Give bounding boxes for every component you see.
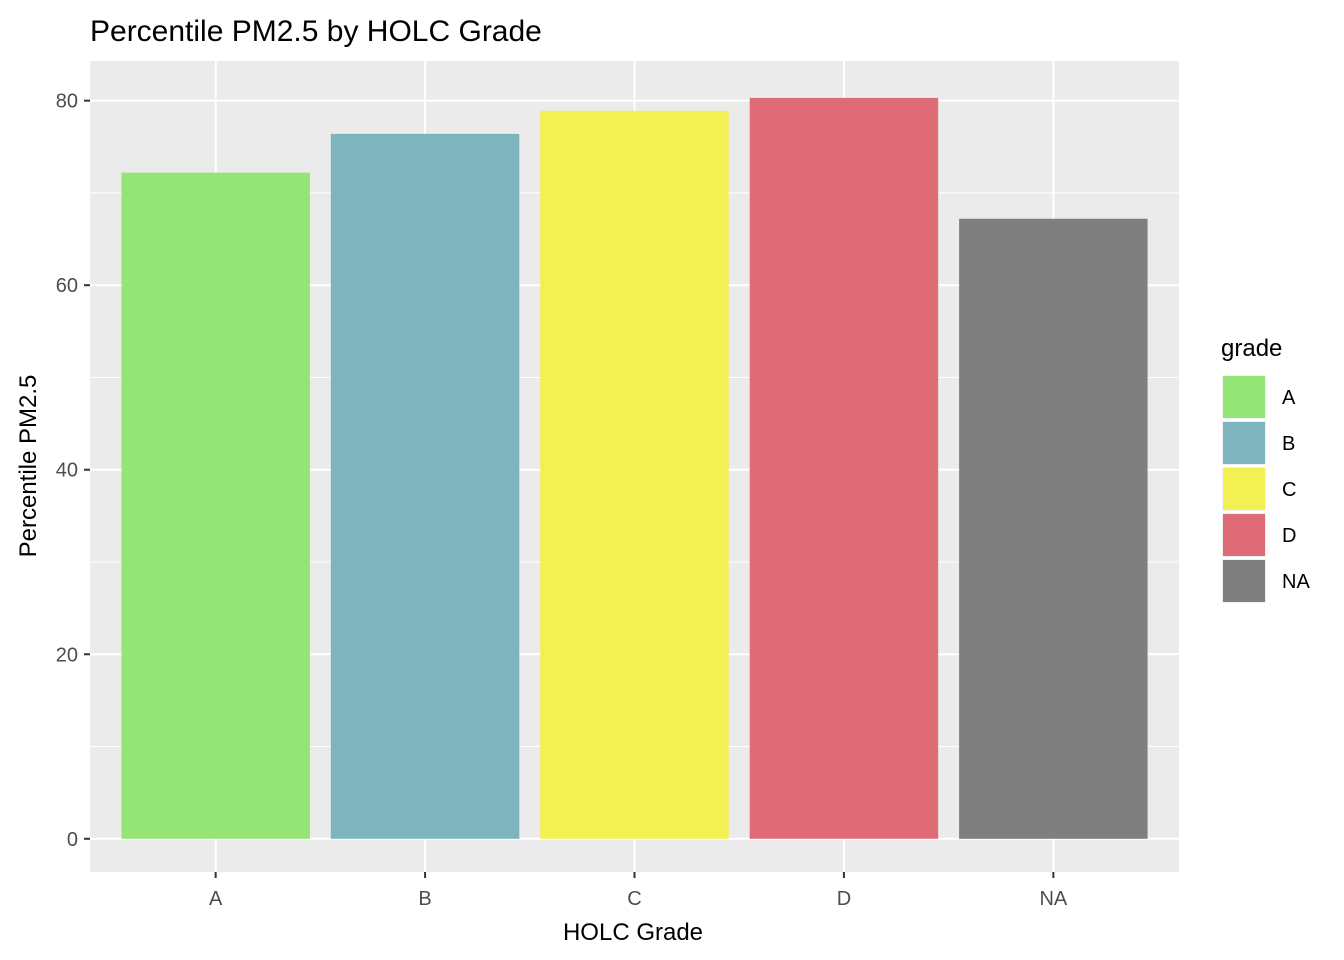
x-tick-label: A — [209, 888, 223, 910]
chart-title: Percentile PM2.5 by HOLC Grade — [90, 15, 542, 48]
bar-b — [330, 133, 520, 839]
x-axis-title: HOLC Grade — [563, 919, 703, 946]
legend-label: C — [1282, 479, 1296, 501]
y-axis-ticks: 0 20 40 60 80 — [56, 91, 90, 851]
y-tick-label: 20 — [56, 644, 78, 666]
y-tick-label: 60 — [56, 275, 78, 297]
legend-label: B — [1282, 433, 1295, 455]
y-axis-title: Percentile PM2.5 — [15, 375, 42, 558]
legend-label: A — [1282, 387, 1296, 409]
legend-swatch-a — [1223, 376, 1265, 418]
bar-na — [959, 218, 1148, 839]
y-tick-label: 80 — [56, 91, 78, 113]
legend-swatch-b — [1223, 422, 1265, 464]
y-tick-label: 40 — [56, 460, 78, 482]
bar-a — [121, 172, 310, 839]
legend-label: NA — [1282, 571, 1310, 593]
x-axis-ticks: A B C D NA — [209, 872, 1068, 910]
legend-swatch-c — [1223, 468, 1265, 510]
x-tick-label: NA — [1039, 888, 1067, 910]
x-tick-label: D — [837, 888, 851, 910]
legend-label: D — [1282, 525, 1296, 547]
bar-c — [540, 110, 729, 839]
legend: grade A B C D NA — [1221, 335, 1310, 603]
legend-swatch-na — [1223, 560, 1265, 602]
legend-title: grade — [1221, 335, 1282, 362]
x-tick-label: C — [627, 888, 641, 910]
x-tick-label: B — [418, 888, 431, 910]
bar-d — [749, 97, 939, 839]
legend-swatch-d — [1223, 514, 1265, 556]
y-tick-label: 0 — [67, 829, 78, 851]
bars — [121, 97, 1148, 839]
legend-items: A B C D NA — [1222, 375, 1310, 603]
